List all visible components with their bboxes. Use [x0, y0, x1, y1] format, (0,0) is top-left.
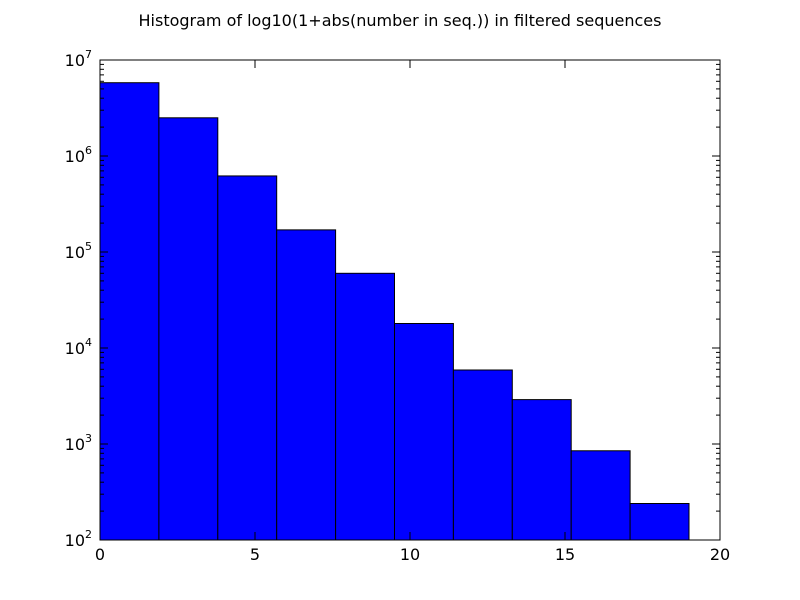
histogram-bar-2	[217, 175, 278, 541]
x-tick-label-3: 15	[555, 545, 575, 564]
axes-frame	[99, 59, 721, 541]
histogram-bar-6	[452, 369, 513, 541]
histogram-bar-7	[511, 399, 572, 541]
histogram-bar-8	[570, 450, 631, 541]
histogram-bar-4	[335, 272, 396, 541]
x-tick-label-4: 20	[710, 545, 730, 564]
x-tick-label-2: 10	[400, 545, 420, 564]
x-tick-label-0: 0	[95, 545, 105, 564]
histogram-bar-5	[394, 322, 454, 541]
histogram-bar-3	[276, 229, 337, 541]
bars-group	[99, 82, 690, 541]
histogram-bar-1	[158, 117, 219, 541]
histogram-bar-0	[99, 82, 160, 541]
x-tick-label-1: 5	[250, 545, 260, 564]
histogram-bar-9	[629, 502, 690, 541]
ticks-group	[99, 59, 721, 541]
chart-title: Histogram of log10(1+abs(number in seq.)…	[139, 11, 662, 30]
